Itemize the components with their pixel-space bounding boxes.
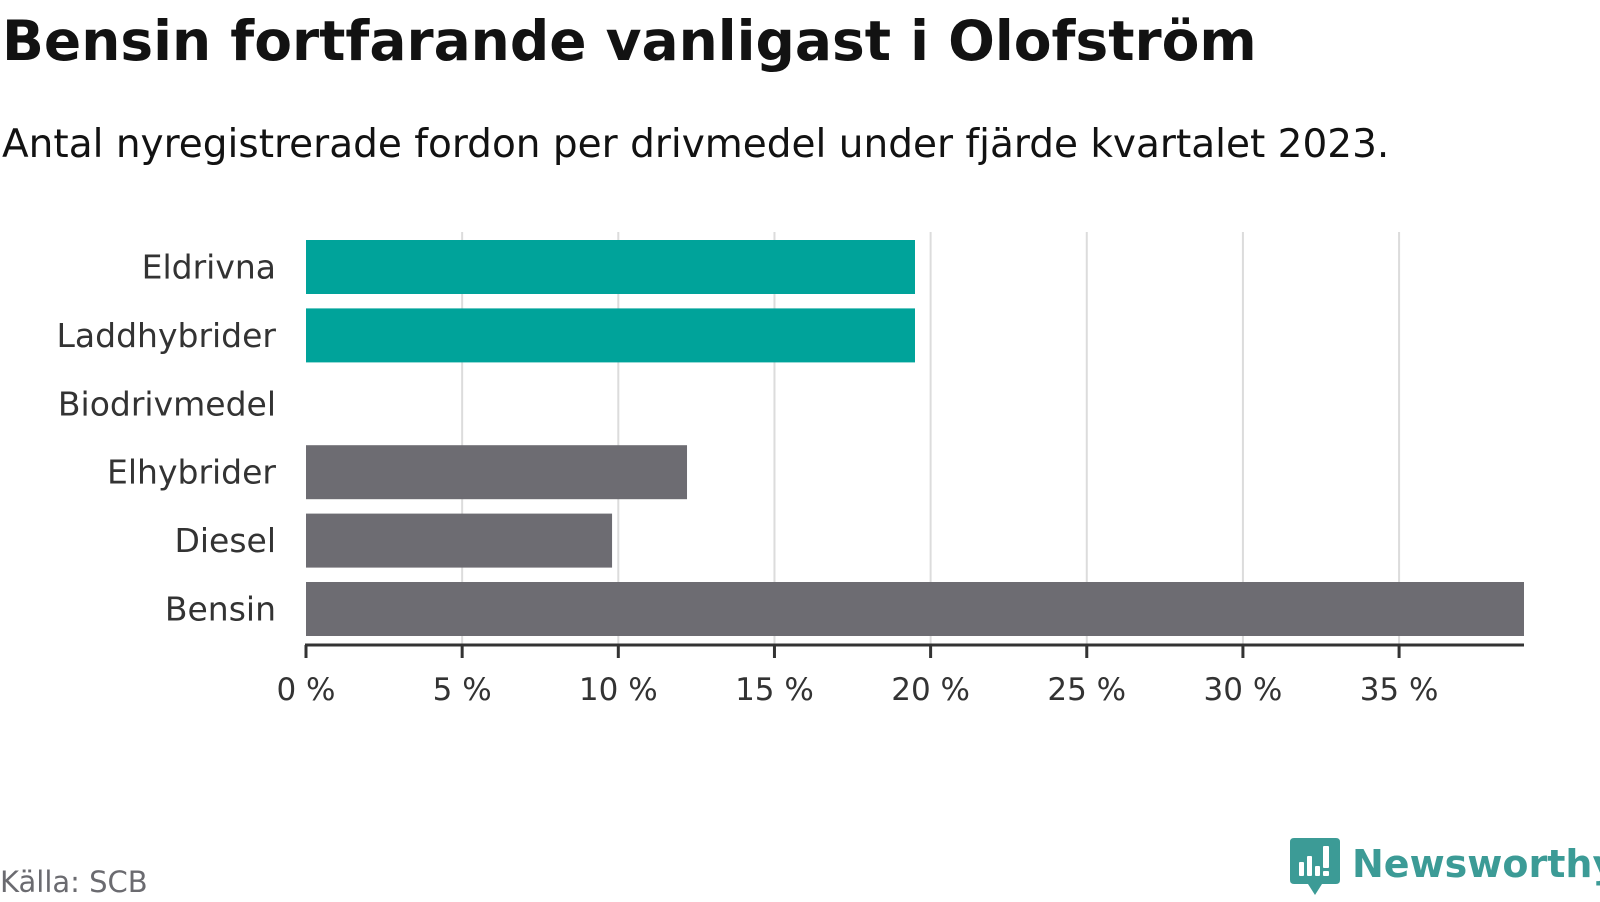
tick-label-5: 5 % bbox=[433, 672, 492, 708]
tick-label-35: 35 % bbox=[1360, 672, 1439, 708]
newsworthy-logo: Newsworthy bbox=[1290, 838, 1600, 896]
bar-bensin bbox=[306, 582, 1524, 636]
x-axis: 0 % 5 % 10 % 15 % 20 % 25 % 30 % 35 % bbox=[276, 643, 1524, 708]
tick-label-20: 20 % bbox=[891, 672, 970, 708]
tick-label-25: 25 % bbox=[1047, 672, 1126, 708]
bar-eldrivna bbox=[306, 240, 915, 294]
brand-name: Newsworthy bbox=[1352, 842, 1600, 886]
tick-label-15: 15 % bbox=[735, 672, 814, 708]
chat-chart-icon bbox=[1290, 838, 1340, 895]
category-label-elhybrider: Elhybrider bbox=[107, 453, 276, 492]
tick-label-30: 30 % bbox=[1204, 672, 1283, 708]
source-note: Källa: SCB bbox=[0, 865, 148, 899]
category-label-bensin: Bensin bbox=[165, 590, 276, 629]
tick-label-10: 10 % bbox=[579, 672, 658, 708]
category-labels: Eldrivna Laddhybrider Biodrivmedel Elhybrid… bbox=[57, 248, 277, 629]
bar-diesel bbox=[306, 513, 613, 568]
category-label-diesel: Diesel bbox=[174, 521, 276, 560]
category-label-laddhybrider: Laddhybrider bbox=[57, 316, 277, 355]
bar-elhybrider bbox=[306, 445, 688, 500]
bars bbox=[306, 240, 1524, 636]
tick-label-0: 0 % bbox=[276, 672, 335, 708]
gridlines bbox=[461, 232, 1401, 645]
chart-subtitle: Antal nyregistrerade fordon per drivmede… bbox=[2, 122, 1390, 167]
chart-title: Bensin fortfarande vanligast i Olofström bbox=[2, 9, 1257, 73]
category-label-eldrivna: Eldrivna bbox=[142, 248, 276, 287]
bar-laddhybrider bbox=[306, 308, 915, 363]
category-label-biodrivmedel: Biodrivmedel bbox=[58, 384, 276, 423]
